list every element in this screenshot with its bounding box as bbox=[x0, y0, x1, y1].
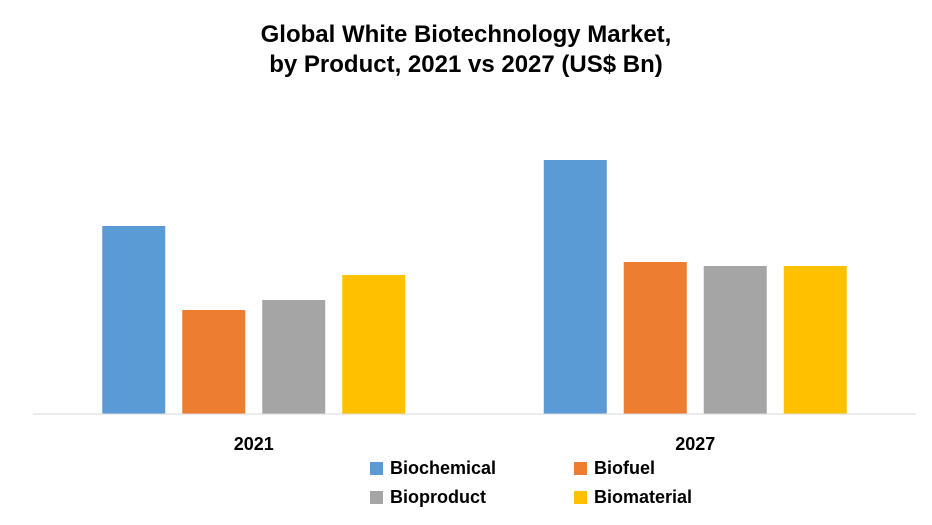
legend-swatch-biochemical bbox=[370, 462, 383, 475]
x-tick-label-2027: 2027 bbox=[675, 434, 715, 454]
bars-layer bbox=[102, 160, 847, 414]
legend-item-biofuel: Biofuel bbox=[574, 458, 655, 479]
legend-item-bioproduct: Bioproduct bbox=[370, 487, 486, 508]
bar-biomaterial-2027 bbox=[783, 266, 847, 414]
legend-label-biofuel: Biofuel bbox=[594, 458, 655, 478]
legend-label-bioproduct: Bioproduct bbox=[390, 487, 486, 507]
bar-biochemical-2021 bbox=[102, 226, 166, 414]
bar-biofuel-2027 bbox=[623, 262, 687, 414]
legend-label-biomaterial: Biomaterial bbox=[594, 487, 693, 507]
x-tick-labels: 2021 2027 bbox=[234, 434, 716, 454]
legend-item-biochemical: Biochemical bbox=[370, 458, 496, 479]
bar-biomaterial-2021 bbox=[342, 275, 406, 414]
legend-swatch-biomaterial bbox=[574, 491, 587, 504]
bar-biochemical-2027 bbox=[543, 160, 607, 414]
legend-label-biochemical: Biochemical bbox=[390, 458, 497, 478]
x-tick-label-2021: 2021 bbox=[234, 434, 274, 454]
chart-title: Global White Biotechnology Market, by Pr… bbox=[0, 20, 932, 80]
legend-item-biomaterial: Biomaterial bbox=[574, 487, 692, 508]
bar-biofuel-2021 bbox=[182, 310, 246, 414]
chart-title-line-2: by Product, 2021 vs 2027 (US$ Bn) bbox=[269, 51, 663, 78]
legend-swatch-biofuel bbox=[574, 462, 587, 475]
bar-bioproduct-2027 bbox=[703, 266, 767, 414]
bar-bioproduct-2021 bbox=[262, 300, 326, 414]
legend-swatch-bioproduct bbox=[370, 491, 383, 504]
chart-title-line-1: Global White Biotechnology Market, bbox=[260, 21, 672, 48]
